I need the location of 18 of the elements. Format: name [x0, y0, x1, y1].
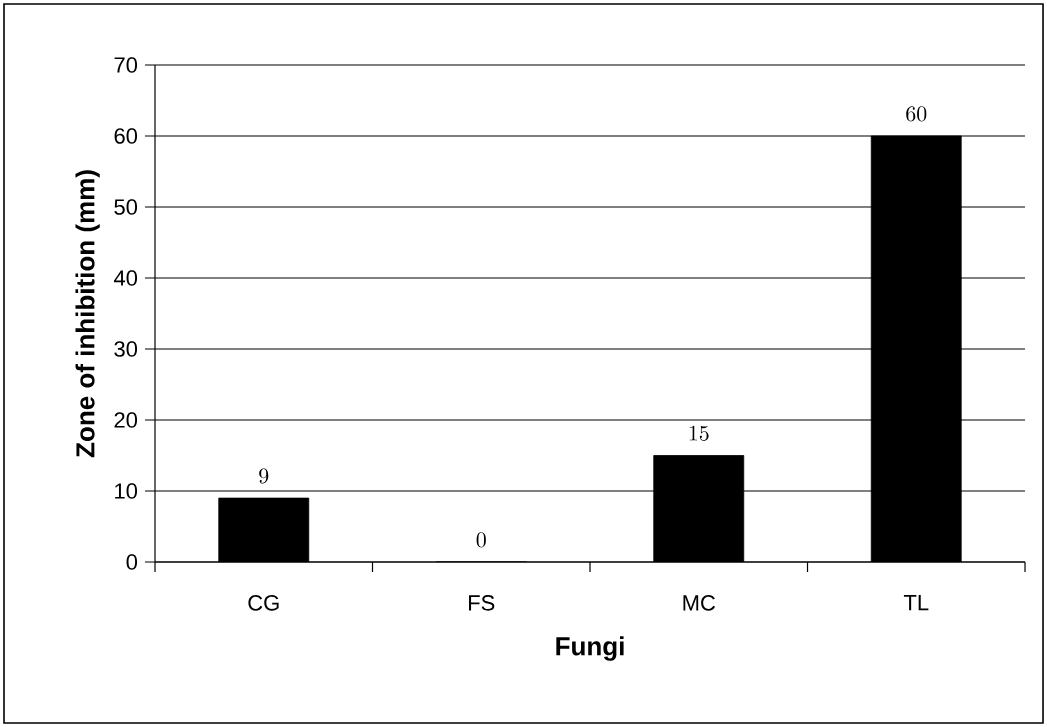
x-axis-title: Fungi: [556, 636, 624, 661]
x-tick-label: TL: [903, 595, 929, 611]
y-tick-label: 70: [114, 57, 138, 73]
data-label: 9: [259, 468, 269, 484]
data-label: 0: [476, 532, 486, 548]
x-tick-label: CG: [248, 595, 279, 611]
y-tick-label: 10: [115, 483, 138, 499]
x-tick-label: FS: [469, 595, 495, 611]
y-tick-label: 50: [114, 199, 138, 215]
data-label: 15: [689, 425, 709, 441]
y-tick-label: 0: [126, 554, 138, 570]
data-label: 60: [906, 106, 927, 122]
x-tick-label: MC: [683, 595, 716, 611]
y-tick-label: 20: [114, 412, 138, 428]
y-axis-title: Zone of inhibition (mm): [75, 170, 100, 458]
y-tick-label: 30: [114, 341, 138, 357]
y-tick-label: 60: [114, 128, 138, 144]
y-tick-label: 40: [113, 270, 138, 286]
